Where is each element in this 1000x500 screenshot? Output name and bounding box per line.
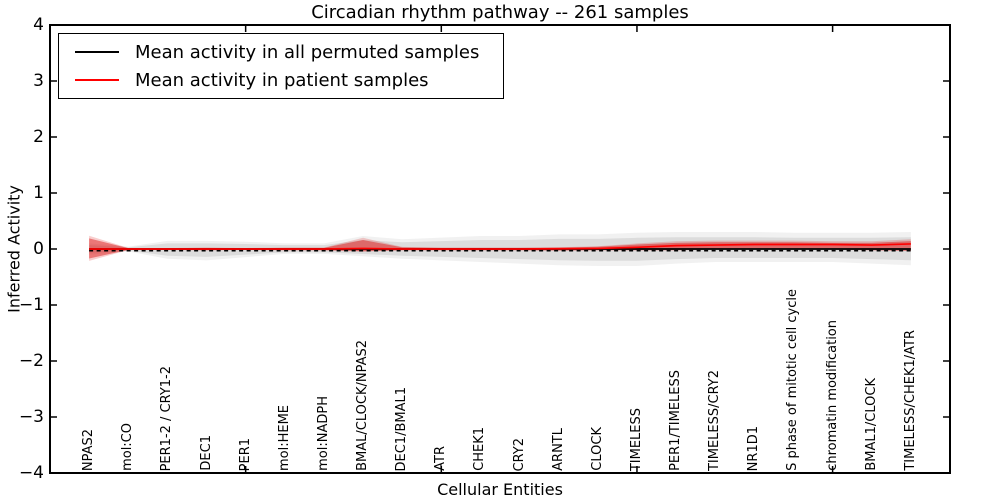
y-tick-label: 1 (33, 183, 44, 203)
x-category-label: mol:CO (120, 423, 136, 471)
red-line-sample-icon (75, 79, 119, 81)
x-category-label: PER1/TIMELESS (668, 370, 684, 471)
x-category-label: NPAS2 (81, 428, 97, 471)
x-category-label: BMAL/CLOCK/NPAS2 (355, 340, 371, 471)
x-category-label: TIMELESS (628, 407, 644, 471)
x-category-label: chromatin modification (824, 320, 840, 471)
x-category-label: PER1 (237, 437, 253, 471)
y-tick-label: 2 (33, 127, 44, 147)
x-category-label: CHEK1 (472, 427, 488, 471)
chart-title: Circadian rhythm pathway -- 261 samples (311, 2, 689, 23)
x-axis-label: Cellular Entities (437, 480, 563, 499)
x-category-label: CLOCK (589, 427, 605, 471)
legend-box: Mean activity in all permuted samples Me… (58, 33, 504, 99)
y-tick-label: −1 (18, 295, 44, 315)
black-line-sample-icon (75, 51, 119, 53)
x-category-label: NR1D1 (746, 425, 762, 471)
x-category-label: S phase of mitotic cell cycle (785, 289, 801, 471)
x-category-label: ATR (433, 446, 449, 471)
x-category-label: TIMELESS/CHEK1/ATR (902, 330, 918, 471)
x-category-label: PER1-2 / CRY1-2 (159, 365, 175, 471)
y-tick-label: −2 (18, 351, 44, 371)
y-tick-label: 0 (33, 239, 44, 259)
x-category-label: BMAL1/CLOCK (863, 378, 879, 471)
legend-item-permuted: Mean activity in all permuted samples (67, 38, 495, 66)
x-category-label: mol:NADPH (315, 396, 331, 471)
x-category-label: TIMELESS/CRY2 (707, 369, 723, 471)
y-tick-label: −3 (18, 407, 44, 427)
y-tick-label: −4 (18, 463, 44, 483)
x-category-label: CRY2 (511, 437, 527, 472)
y-tick-label: 4 (33, 15, 44, 35)
x-category-label: ARNTL (550, 428, 566, 471)
legend-label: Mean activity in all permuted samples (135, 41, 480, 63)
legend-item-patient: Mean activity in patient samples (67, 66, 495, 94)
patient-mean-line (89, 243, 911, 250)
x-category-label: mol:HEME (276, 404, 292, 471)
y-tick-label: 3 (33, 71, 44, 91)
x-category-label: DEC1/BMAL1 (394, 386, 410, 472)
x-category-label: DEC1 (198, 435, 214, 471)
legend-label: Mean activity in patient samples (135, 69, 429, 91)
